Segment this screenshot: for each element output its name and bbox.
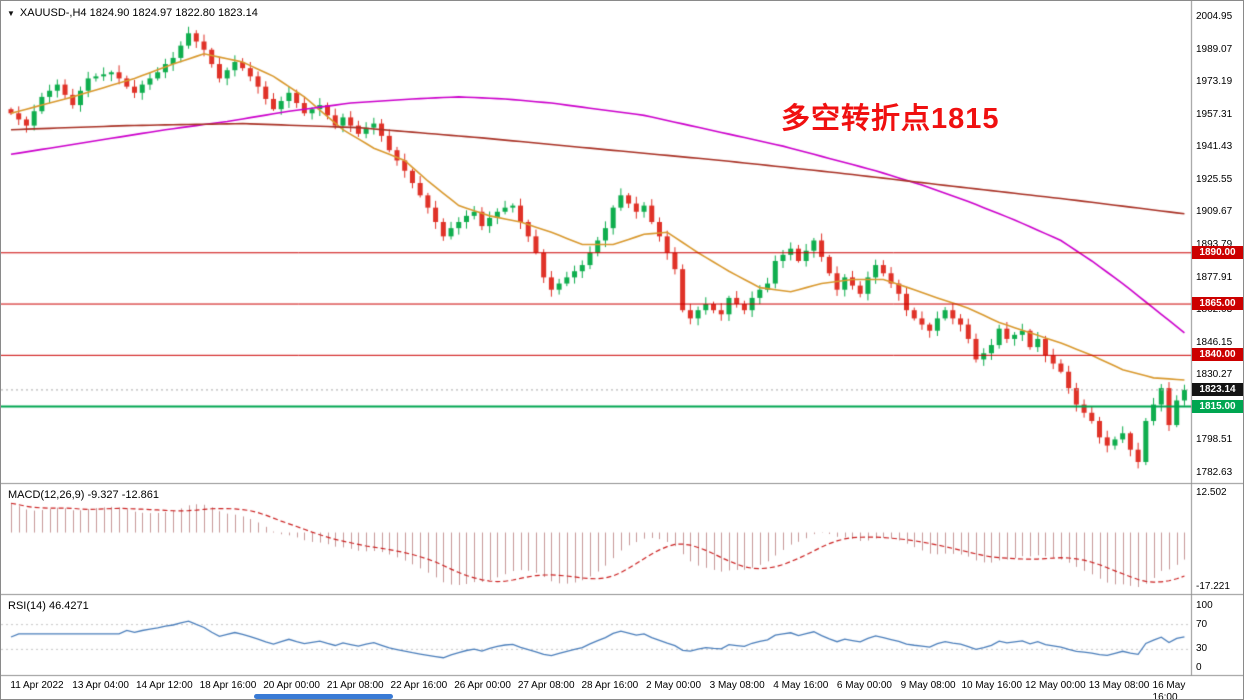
symbol-header: ▼ XAUUSD-,H4 1824.90 1824.97 1822.80 182…: [7, 7, 258, 19]
price-level-badge[interactable]: 1890.00: [1192, 245, 1243, 259]
price-level-badge[interactable]: 1865.00: [1192, 297, 1243, 311]
symbol-ohlc-text: XAUUSD-,H4 1824.90 1824.97 1822.80 1823.…: [19, 7, 258, 19]
current-price-badge: 1823.14: [1192, 382, 1243, 396]
dropdown-icon[interactable]: ▼: [7, 8, 15, 18]
horizontal-scrollbar[interactable]: [254, 694, 393, 699]
price-level-badge[interactable]: 1815.00: [1192, 399, 1243, 413]
price-level-badge[interactable]: 1840.00: [1192, 348, 1243, 362]
